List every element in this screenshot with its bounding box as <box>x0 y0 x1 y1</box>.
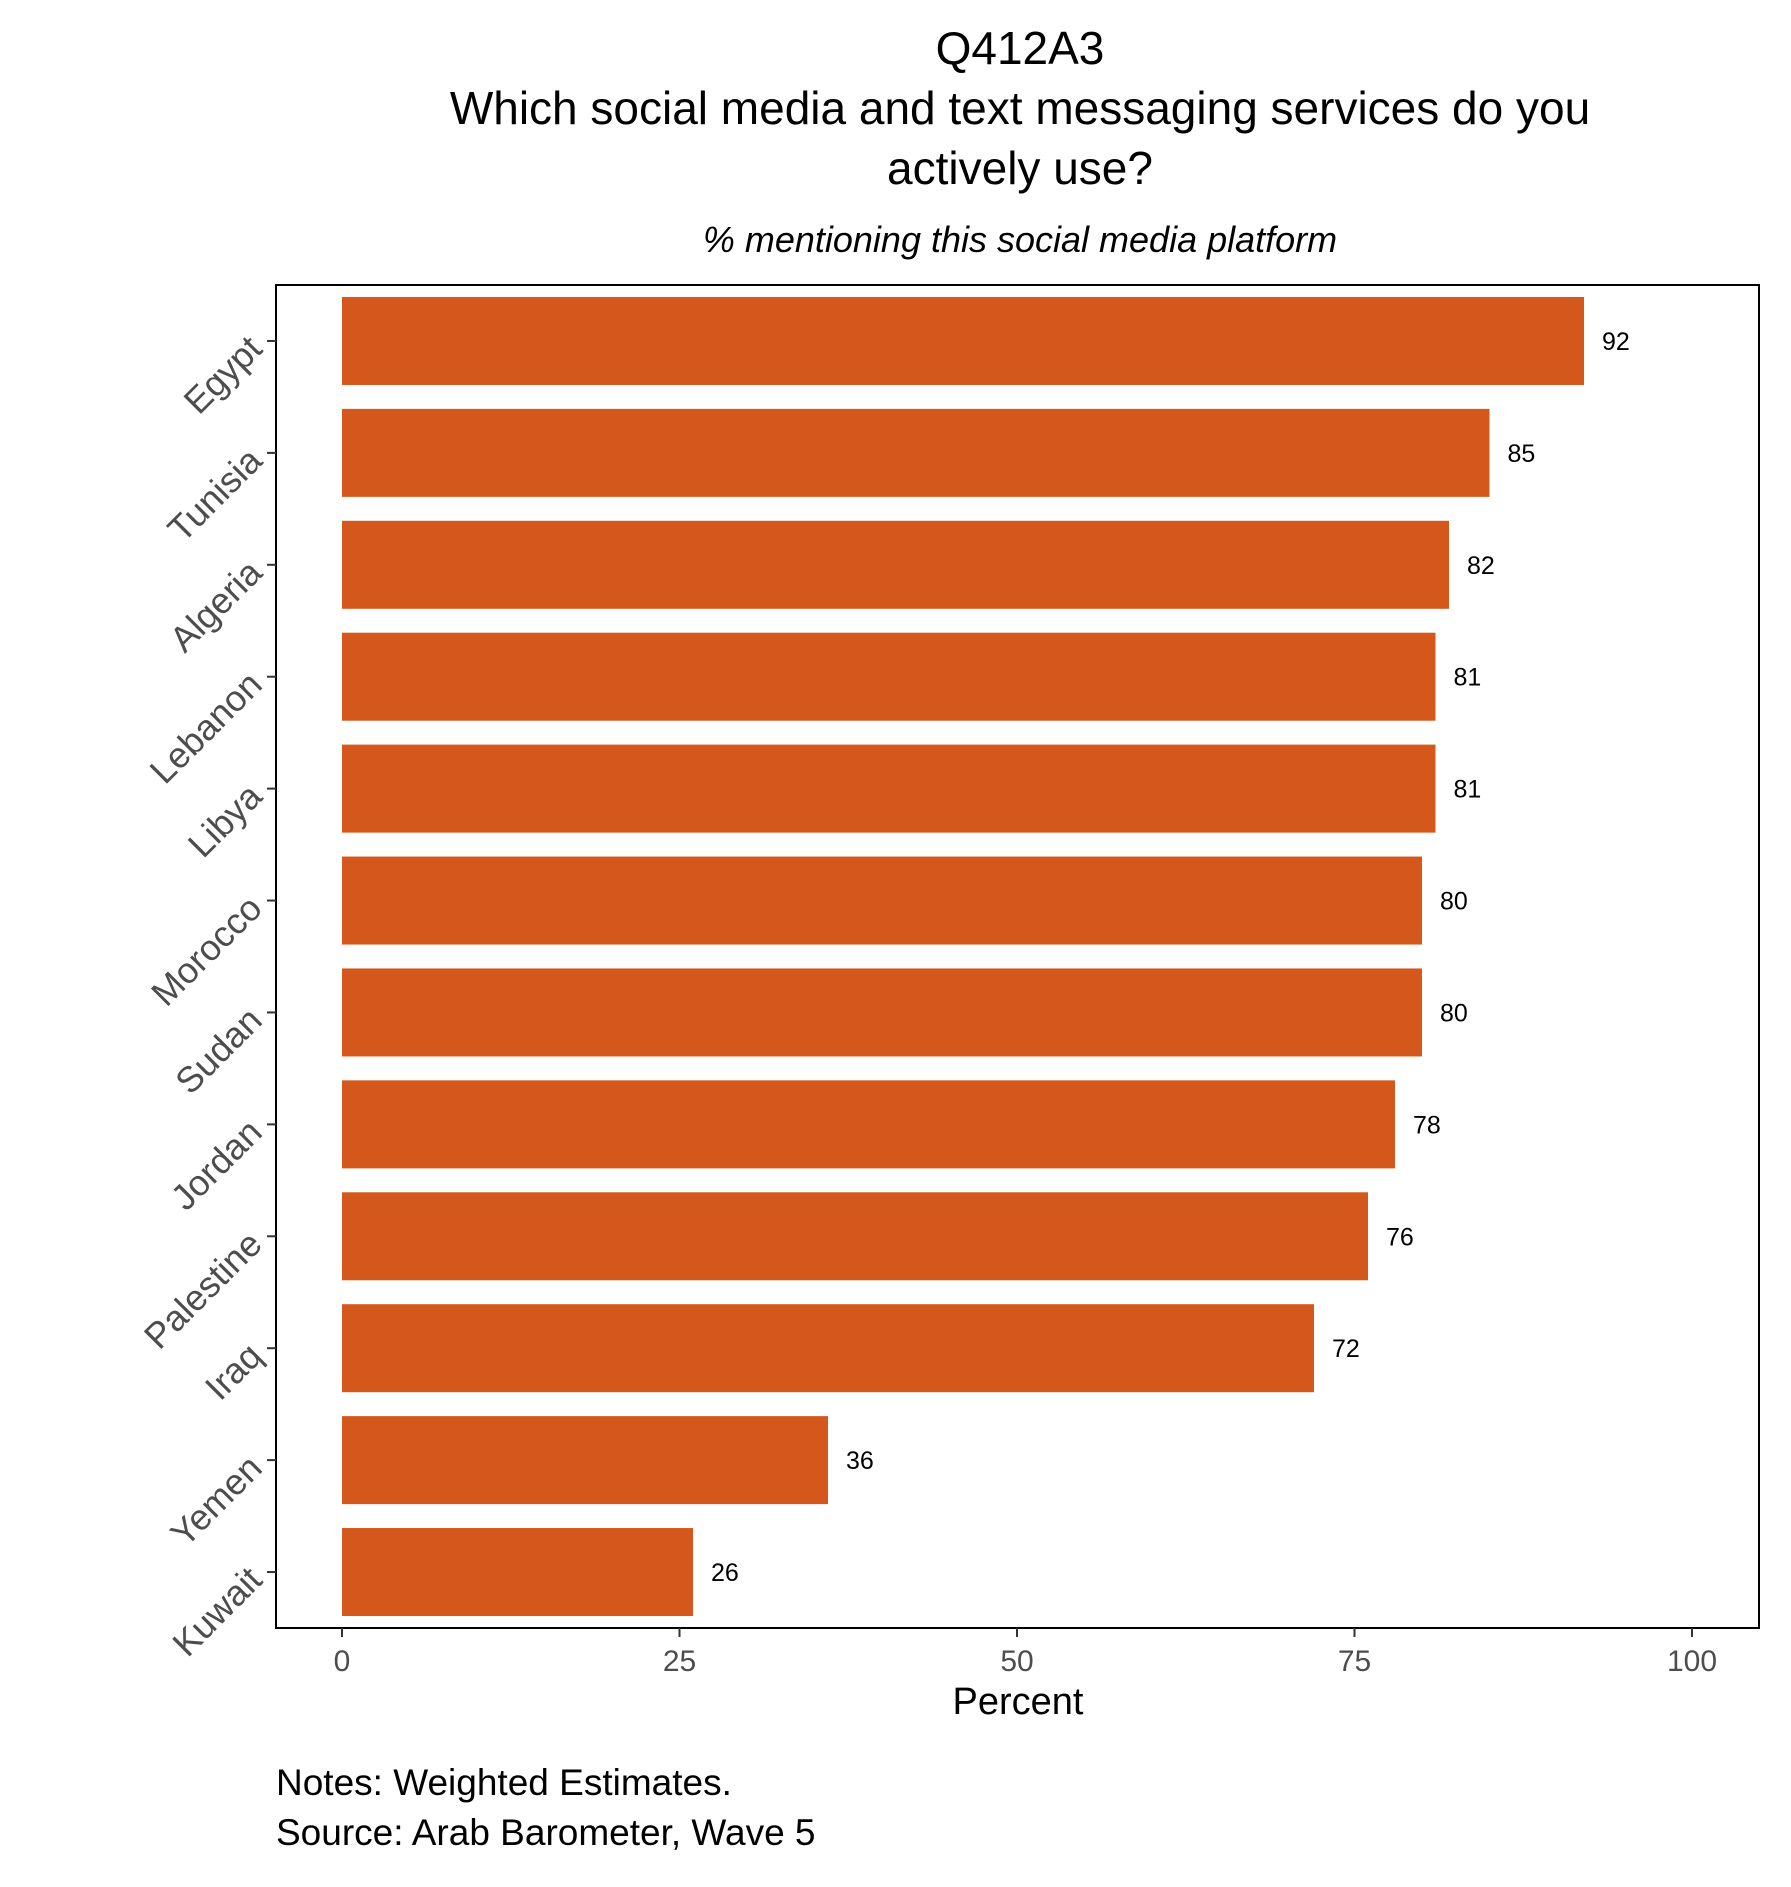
category-label-algeria: Algeria <box>161 551 270 660</box>
bar-morocco <box>342 856 1422 945</box>
chart-subtitle: % mentioning this social media platform <box>703 219 1337 260</box>
category-label-palestine: Palestine <box>136 1223 270 1357</box>
caption-line-source: Source: Arab Barometer, Wave 5 <box>276 1812 816 1853</box>
category-label-jordan: Jordan <box>163 1111 270 1218</box>
bar-lebanon <box>342 632 1436 721</box>
x-axis-title: Percent <box>953 1681 1084 1723</box>
x-tick-label-0: 0 <box>334 1645 351 1678</box>
bar-iraq <box>342 1304 1314 1393</box>
value-label-libya: 81 <box>1454 776 1482 804</box>
category-label-lebanon: Lebanon <box>142 663 270 791</box>
bar-algeria <box>342 520 1449 609</box>
value-label-tunisia: 85 <box>1508 440 1536 468</box>
title-line-2: Which social media and text messaging se… <box>450 82 1590 134</box>
bar-kuwait <box>342 1528 693 1617</box>
category-label-kuwait: Kuwait <box>164 1559 269 1664</box>
value-label-morocco: 80 <box>1440 888 1468 916</box>
value-label-sudan: 80 <box>1440 999 1468 1027</box>
value-label-iraq: 72 <box>1332 1335 1360 1363</box>
value-labels-layer: 92 85 82 81 81 80 80 78 76 72 36 26 <box>711 328 1630 1587</box>
bars-layer <box>342 296 1584 1617</box>
bar-egypt <box>342 296 1584 385</box>
category-label-egypt: Egypt <box>176 328 270 422</box>
category-label-sudan: Sudan <box>167 999 270 1102</box>
value-label-yemen: 36 <box>846 1447 874 1475</box>
title-line-1: Q412A3 <box>936 22 1105 74</box>
category-label-yemen: Yemen <box>162 1447 269 1554</box>
bar-palestine <box>342 1192 1368 1281</box>
x-axis: 0 25 50 75 100 <box>334 1628 1717 1678</box>
value-label-egypt: 92 <box>1602 328 1630 356</box>
value-label-kuwait: 26 <box>711 1559 739 1587</box>
category-label-tunisia: Tunisia <box>160 439 271 550</box>
title-line-3: actively use? <box>887 142 1153 194</box>
chart-title: Q412A3 Which social media and text messa… <box>450 22 1590 194</box>
value-label-palestine: 76 <box>1386 1223 1414 1251</box>
x-tick-label-25: 25 <box>663 1645 696 1678</box>
value-label-lebanon: 81 <box>1454 664 1482 692</box>
x-tick-label-100: 100 <box>1667 1645 1717 1678</box>
caption-line-notes: Notes: Weighted Estimates. <box>276 1762 732 1803</box>
value-label-jordan: 78 <box>1413 1111 1441 1139</box>
bar-sudan <box>342 968 1422 1057</box>
bar-libya <box>342 744 1436 833</box>
category-label-iraq: Iraq <box>197 1335 270 1408</box>
chart-caption: Notes: Weighted Estimates. Source: Arab … <box>276 1762 816 1853</box>
category-label-libya: Libya <box>180 775 271 866</box>
bar-jordan <box>342 1080 1395 1169</box>
value-label-algeria: 82 <box>1467 552 1495 580</box>
x-tick-label-75: 75 <box>1338 1645 1371 1678</box>
x-tick-label-50: 50 <box>1000 1645 1033 1678</box>
bar-tunisia <box>342 408 1490 497</box>
category-label-morocco: Morocco <box>143 887 270 1014</box>
bar-yemen <box>342 1416 828 1505</box>
